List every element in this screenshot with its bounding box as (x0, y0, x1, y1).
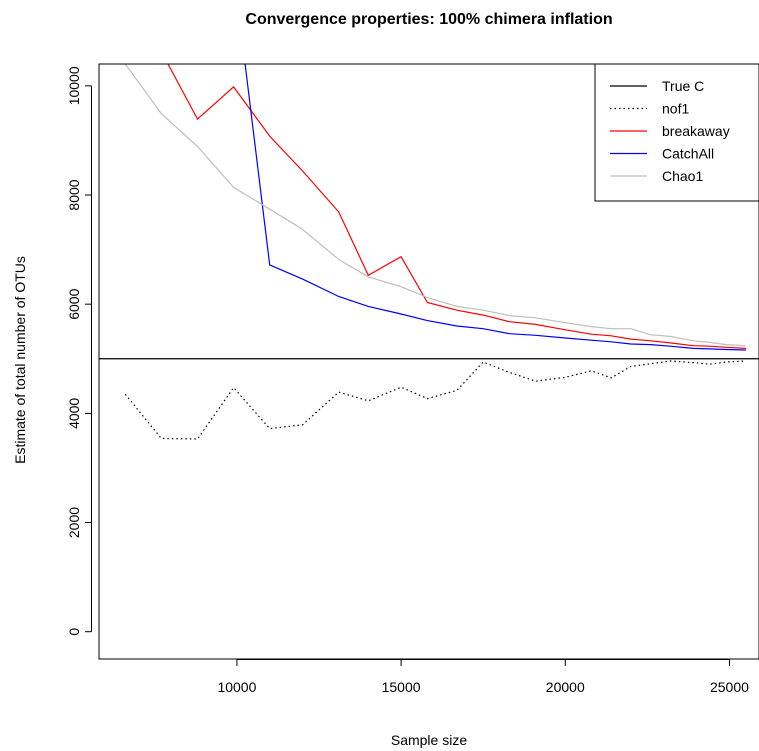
series-line-breakaway (167, 64, 746, 349)
legend-box (594, 63, 759, 202)
y-tick-label: 10000 (66, 66, 82, 105)
y-tick-label: 2000 (66, 507, 82, 538)
x-tick-label: 25000 (710, 679, 749, 695)
x-tick-label: 20000 (546, 679, 585, 695)
x-axis: 10000 15000 20000 25000 (217, 659, 749, 695)
legend-label-chao1: Chao1 (662, 168, 703, 184)
x-axis-label: Sample size (391, 732, 467, 748)
legend-label-true-c: True C (662, 78, 704, 94)
y-axis: 0 2000 4000 6000 8000 10000 (66, 66, 92, 636)
x-tick-label: 10000 (217, 679, 256, 695)
legend-label-catchall: CatchAll (662, 146, 714, 162)
y-tick-label: 4000 (66, 398, 82, 429)
y-tick-label: 6000 (66, 288, 82, 319)
y-tick-label: 0 (66, 628, 82, 636)
legend: True C nof1 breakaway CatchAll Chao1 (594, 63, 759, 202)
legend-label-breakaway: breakaway (662, 123, 730, 139)
y-tick-label: 8000 (66, 179, 82, 210)
series-line-chao1 (124, 64, 746, 347)
legend-label-nof1: nof1 (662, 101, 689, 117)
series-layer (99, 64, 759, 440)
y-axis-label: Estimate of total number of OTUs (12, 256, 28, 464)
chart-title: Convergence properties: 100% chimera inf… (245, 11, 612, 28)
plot-area (98, 63, 759, 660)
x-tick-label: 15000 (382, 679, 421, 695)
series-line-catchall (244, 64, 746, 351)
series-line-nof1 (124, 360, 746, 440)
